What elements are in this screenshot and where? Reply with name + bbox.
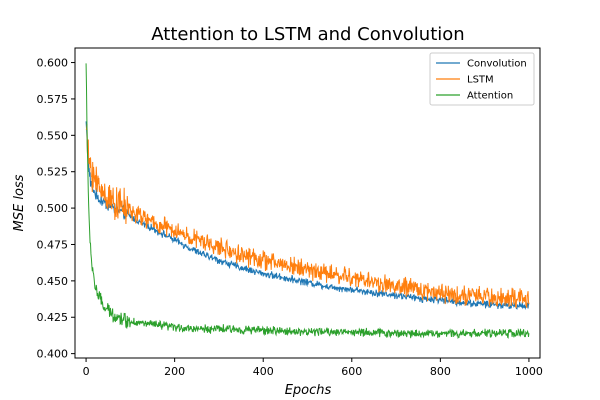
y-tick-label: 0.525 <box>37 166 69 179</box>
x-tick-label: 0 <box>83 365 90 378</box>
plot-area: 0 200 400 600 800 1000 0.400 0.425 0.450 0.475 0.5… <box>37 47 543 378</box>
y-tick-label: 0.450 <box>37 275 69 288</box>
y-tick-label: 0.575 <box>37 93 69 106</box>
x-tick-label: 200 <box>164 365 185 378</box>
y-tick-label: 0.475 <box>37 238 69 251</box>
y-axis-label: MSE loss <box>12 174 27 231</box>
x-tick-label: 600 <box>341 365 362 378</box>
legend-label-attention: Attention <box>467 91 513 102</box>
series-line-convolution <box>85 121 530 311</box>
x-axis-label: Epochs <box>285 383 332 398</box>
x-tick-label: 800 <box>430 365 451 378</box>
series-line-lstm <box>85 123 530 309</box>
chart-title: Attention to LSTM and Convolution <box>151 24 464 45</box>
y-tick-label: 0.600 <box>37 57 69 70</box>
series-line-attention <box>85 63 530 340</box>
y-tick-label: 0.550 <box>37 129 69 142</box>
y-tick-label: 0.425 <box>37 311 69 324</box>
legend-label-lstm: LSTM <box>467 75 494 86</box>
y-tick-label: 0.400 <box>37 348 69 361</box>
x-tick-label: 400 <box>253 365 274 378</box>
legend-label-convolution: Convolution <box>467 59 527 70</box>
legend-box <box>429 52 535 106</box>
x-tick-label: 1000 <box>515 365 543 378</box>
y-tick-label: 0.500 <box>37 202 69 215</box>
legend: Convolution LSTM Attention <box>429 52 535 106</box>
plot-frame <box>74 47 541 359</box>
